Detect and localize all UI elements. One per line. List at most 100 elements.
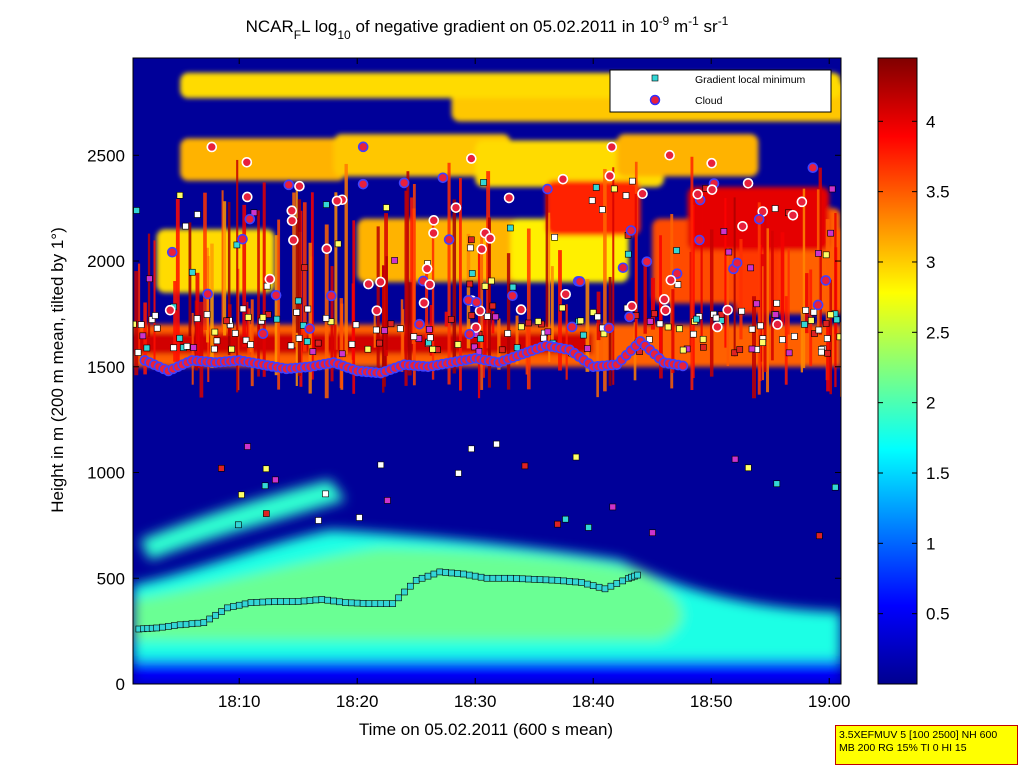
- gradient-minimum-point: [679, 346, 687, 354]
- gradient-minimum-point: [484, 313, 491, 320]
- fall-streak: [787, 248, 790, 335]
- gradient-minimum-point: [200, 619, 208, 626]
- cloud-point: [443, 234, 455, 245]
- gradient-minimum-point: [143, 344, 151, 352]
- gradient-minimum-point: [477, 335, 484, 343]
- gradient-minimum-point: [338, 350, 346, 358]
- cloud-markers: [139, 141, 832, 379]
- cloud-point: [304, 323, 315, 334]
- fall-streak: [339, 298, 343, 389]
- gradient-minimum-point: [315, 517, 322, 524]
- gradient-minimum-point: [619, 577, 627, 585]
- gradient-minimum-point: [235, 601, 243, 609]
- fall-streak: [596, 323, 599, 398]
- gradient-minimum-point: [771, 205, 779, 212]
- fall-streak: [188, 222, 192, 337]
- gradient-minimum-point: [488, 277, 495, 285]
- gradient-minimum-point: [241, 600, 249, 608]
- gradient-minimum-point: [504, 330, 512, 337]
- colorbar-tick-label: 0.5: [926, 605, 950, 624]
- cloud-point: [375, 276, 386, 288]
- fall-streak: [477, 246, 481, 399]
- cloud-point: [470, 322, 482, 333]
- gradient-minimum-point: [247, 599, 255, 606]
- parameter-line-2: MB 200 RG 15% TI 0 HI 15: [839, 742, 967, 754]
- colorbar-tick-label: 2.5: [926, 323, 950, 342]
- colorbar-tick-label: 1: [926, 534, 935, 553]
- gradient-minimum-point: [389, 600, 396, 607]
- gradient-minimum-point: [481, 282, 489, 290]
- gradient-minimum-point: [757, 322, 764, 330]
- gradient-minimum-point: [383, 600, 391, 607]
- gradient-minimum-point: [773, 480, 781, 488]
- gradient-minimum-point: [188, 268, 196, 276]
- gradient-minimum-point: [693, 315, 700, 323]
- cloud-point: [507, 290, 518, 302]
- aerosol-layer-upper: [140, 480, 345, 560]
- gradient-minimum-point: [544, 328, 552, 336]
- gradient-minimum-point: [468, 236, 475, 244]
- fall-streak: [526, 228, 531, 390]
- gradient-minimum-point: [513, 575, 520, 582]
- gradient-minimum-point: [182, 620, 190, 628]
- fall-streak: [585, 279, 590, 372]
- fall-streak: [497, 318, 501, 370]
- gradient-minimum-point: [426, 334, 434, 342]
- y-axis: 0 500 1000 1500 2000 2500: [87, 146, 841, 694]
- gradient-minimum-point: [262, 465, 270, 473]
- gradient-minimum-point: [477, 573, 485, 581]
- cloud-point: [665, 274, 677, 286]
- gradient-minimum-point: [492, 313, 499, 321]
- fall-streak: [612, 167, 615, 385]
- fall-streak: [603, 168, 607, 392]
- gradient-minimum-point: [436, 568, 444, 576]
- gradient-minimum-point: [649, 529, 656, 537]
- gradient-minimum-point: [247, 341, 254, 348]
- colorbar-tick-label: 1.5: [926, 464, 950, 483]
- cloud-point: [737, 220, 748, 232]
- gradient-minimum-point: [471, 343, 478, 351]
- gradient-minimum-point: [233, 241, 241, 249]
- gradient-minimum-point: [572, 453, 580, 461]
- fall-streak: [733, 197, 736, 357]
- gradient-minimum-point: [595, 583, 603, 591]
- fall-streak: [825, 219, 830, 381]
- colorbar-gradient: [877, 57, 918, 685]
- gradient-minimum-point: [230, 603, 237, 610]
- gradient-minimum-point: [371, 600, 379, 607]
- cloud-patch: [180, 138, 346, 181]
- fall-streak: [763, 210, 767, 373]
- cloud-point: [241, 156, 253, 168]
- gradient-minimum-point: [304, 305, 312, 313]
- fall-streak: [324, 224, 329, 399]
- fall-streak: [308, 242, 312, 394]
- gradient-minimum-point: [211, 345, 218, 353]
- x-tick-label: 18:20: [336, 692, 379, 711]
- gradient-minimum-point: [816, 532, 823, 540]
- cloud-point: [166, 246, 178, 258]
- gradient-minimum-point: [406, 582, 414, 590]
- gradient-minimum-point: [607, 582, 615, 590]
- legend-marker-gradient-minimum: [651, 74, 659, 82]
- gradient-minimum-point: [454, 341, 462, 348]
- gradient-minimum-point: [176, 192, 184, 199]
- gradient-minimum-point: [815, 326, 823, 334]
- gradient-minimum-point: [824, 349, 831, 357]
- gradient-minimum-point: [381, 327, 388, 334]
- fall-streak: [466, 233, 471, 349]
- gradient-minimum-point: [430, 570, 438, 578]
- cloud-point: [286, 215, 298, 227]
- fall-streak: [404, 190, 408, 386]
- cloud-point: [603, 322, 615, 334]
- gradient-minimum-point: [271, 598, 278, 605]
- gradient-minimum-point: [134, 349, 142, 356]
- gradient-minimum-point: [376, 339, 383, 347]
- gradient-minimum-point: [348, 341, 356, 348]
- cloud-point: [677, 360, 689, 372]
- gradient-minimum-point: [551, 233, 558, 241]
- gradient-minimum-point: [194, 619, 202, 627]
- gradient-minimum-point: [815, 250, 822, 257]
- gradient-minimum-point: [383, 204, 390, 211]
- gradient-minimum-point: [674, 281, 682, 288]
- cloud-point: [371, 305, 383, 316]
